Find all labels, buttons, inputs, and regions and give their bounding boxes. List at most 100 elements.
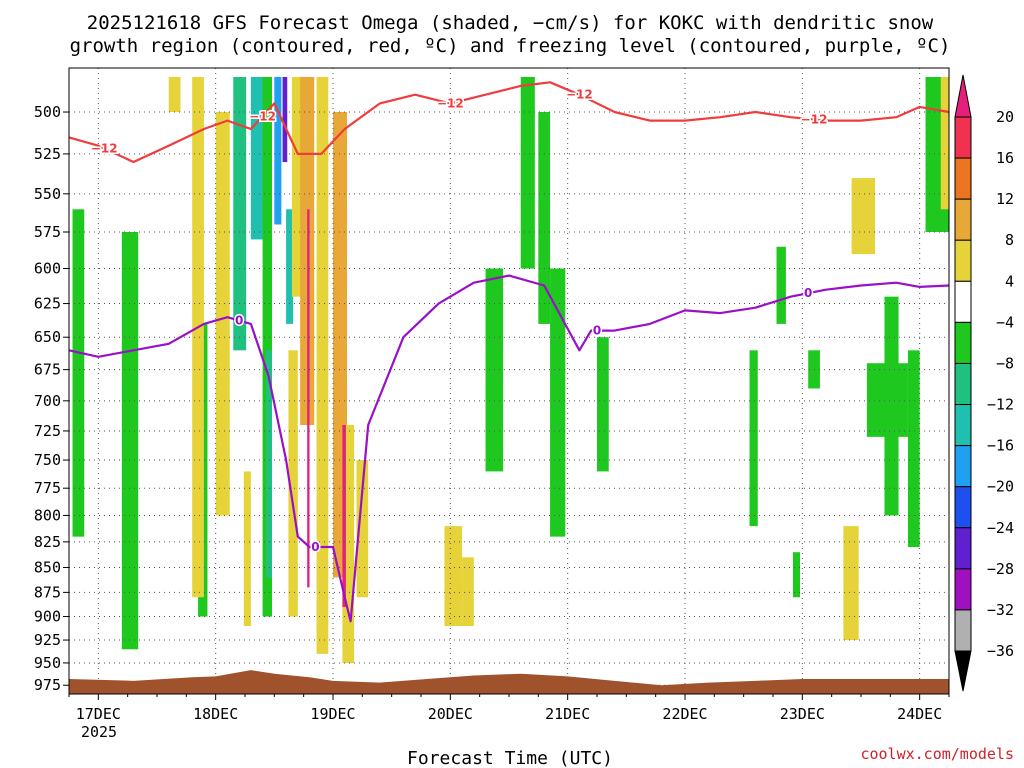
colorbar-bottom-triangle <box>954 650 972 692</box>
y-tick-label: 550 <box>34 185 61 203</box>
omega-cell <box>168 76 181 113</box>
y-tick-label: 750 <box>34 451 61 469</box>
colorbar-swatch <box>954 157 972 200</box>
y-tick-label: 625 <box>34 295 61 313</box>
y-tick-label: 800 <box>34 506 61 524</box>
y-tick-label: 725 <box>34 422 61 440</box>
omega-cell <box>843 526 859 641</box>
omega-cell <box>288 350 298 617</box>
x-tick-label: 24DEC <box>897 705 942 723</box>
colorbar-label: 12 <box>996 190 1014 208</box>
y-tick-label: 675 <box>34 361 61 379</box>
colorbar-swatch <box>954 198 972 241</box>
omega-cell <box>266 350 272 578</box>
colorbar-label: 20 <box>996 108 1014 126</box>
omega-cell <box>884 296 899 516</box>
y-axis: 500 525 550 575 600 625 650 675 700 725 750 775 800 8… <box>34 103 69 694</box>
colorbar-swatch <box>954 239 972 282</box>
y-tick-label: 975 <box>34 676 61 694</box>
y-tick-label: 525 <box>34 145 61 163</box>
x-axis-label: Forecast Time (UTC) <box>407 748 613 768</box>
dgz-minus12-contour-label: −12 <box>91 141 118 155</box>
omega-cell <box>243 471 251 627</box>
dgz-minus12-contour-label: −12 <box>249 109 276 123</box>
terrain-layer <box>69 670 949 694</box>
omega-cell <box>286 209 294 324</box>
dgz-minus12-contour-label: −12 <box>801 112 828 126</box>
colorbar-label: −32 <box>987 601 1014 619</box>
colorbar-label: −12 <box>987 396 1014 414</box>
omega-cell <box>192 76 204 598</box>
colorbar-swatch <box>954 486 972 529</box>
colorbar-label: 8 <box>1005 231 1014 249</box>
omega-cell <box>444 526 463 627</box>
x-axis-year-label: 2025 <box>81 723 117 741</box>
omega-cell <box>342 425 346 607</box>
omega-cell <box>538 112 551 324</box>
freezing-level-contour-label: 0 <box>804 286 812 300</box>
dgz-minus12-contour-line <box>68 81 950 164</box>
contour-layer: −12 −12 −12 −12 −12 0 0 0 0 <box>68 81 950 623</box>
y-tick-label: 650 <box>34 328 61 346</box>
colorbar: 20 16 12 8 4 −4 −8 −12 −16 −20 −24 −28 −32 −36 <box>954 74 1014 692</box>
terrain-fill <box>69 670 949 694</box>
y-tick-label: 775 <box>34 479 61 497</box>
colorbar-label: −16 <box>987 437 1014 455</box>
omega-cell <box>940 76 949 210</box>
y-tick-label: 600 <box>34 260 61 278</box>
x-tick-label: 23DEC <box>780 705 825 723</box>
x-axis: 17DEC 18DEC 19DEC 20DEC 21DEC 22DEC 23DEC 24DEC <box>68 694 950 723</box>
omega-cell <box>520 76 535 269</box>
y-tick-label: 825 <box>34 533 61 551</box>
omega-cell <box>233 76 247 351</box>
omega-cell <box>749 350 758 527</box>
x-tick-label: 21DEC <box>545 705 590 723</box>
colorbar-top-triangle <box>954 74 972 118</box>
colorbar-swatch <box>954 362 972 406</box>
y-tick-label: 875 <box>34 583 61 601</box>
freezing-level-contour-label: 0 <box>593 324 601 338</box>
colorbar-label: −4 <box>996 313 1014 331</box>
x-tick-label: 20DEC <box>428 705 473 723</box>
omega-cell <box>121 231 139 650</box>
colorbar-swatch <box>954 280 972 323</box>
colorbar-label: −24 <box>987 519 1014 537</box>
colorbar-swatch <box>954 321 972 364</box>
colorbar-swatch <box>954 445 972 488</box>
colorbar-swatch <box>954 568 972 611</box>
y-tick-label: 500 <box>34 103 61 121</box>
freezing-level-contour-label: 0 <box>235 314 243 328</box>
y-tick-label: 950 <box>34 654 61 672</box>
omega-cell <box>291 76 304 297</box>
omega-cell <box>776 246 786 324</box>
chart-title-line-1: 2025121618 GFS Forecast Omega (shaded, −… <box>87 12 934 34</box>
y-tick-label: 925 <box>34 631 61 649</box>
colorbar-label: −8 <box>996 354 1014 372</box>
colorbar-label: 4 <box>1005 272 1014 290</box>
colorbar-label: −20 <box>987 478 1014 496</box>
omega-cell <box>282 76 288 163</box>
omega-cell <box>550 268 566 537</box>
credit-label: coolwx.com/models <box>860 745 1014 763</box>
plot-area: −12 −12 −12 −12 −12 0 0 0 0 <box>68 67 950 695</box>
dgz-minus12-contour-label: −12 <box>566 88 593 102</box>
colorbar-swatch <box>954 609 972 652</box>
omega-cell <box>356 460 369 598</box>
omega-cell <box>851 178 876 255</box>
omega-cell <box>307 209 310 588</box>
omega-cell <box>300 76 315 426</box>
omega-cell <box>907 350 920 548</box>
colorbar-swatch <box>954 527 972 570</box>
freezing-level-contour-line <box>68 274 950 623</box>
y-tick-label: 700 <box>34 392 61 410</box>
y-tick-label: 575 <box>34 223 61 241</box>
colorbar-label: 16 <box>996 149 1014 167</box>
omega-cell <box>316 76 329 654</box>
omega-cell <box>72 209 85 537</box>
y-tick-label: 850 <box>34 558 61 576</box>
x-tick-label: 22DEC <box>662 705 707 723</box>
omega-cell <box>597 337 609 472</box>
x-tick-label: 17DEC <box>76 705 121 723</box>
colorbar-label: −36 <box>987 642 1014 660</box>
